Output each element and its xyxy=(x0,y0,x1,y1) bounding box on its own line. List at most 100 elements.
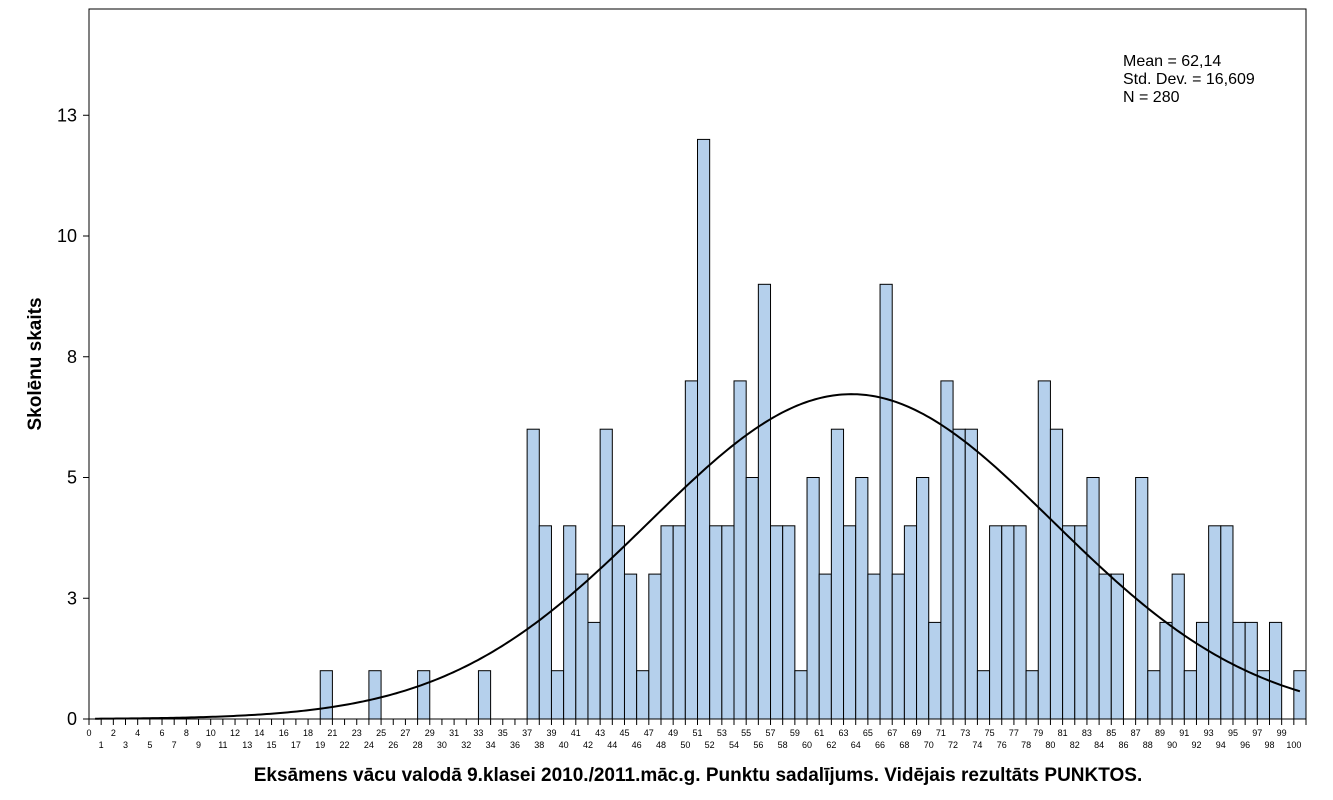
bar-40 xyxy=(563,525,577,720)
x-tick-label: 90 xyxy=(1167,740,1177,750)
bar-59 xyxy=(794,670,808,720)
x-tick-label: 4 xyxy=(135,728,140,738)
bar-45 xyxy=(623,573,638,720)
x-tick-label: 85 xyxy=(1106,728,1116,738)
bar-55 xyxy=(745,477,759,720)
bar-94 xyxy=(1220,525,1234,720)
bar-24 xyxy=(368,670,382,720)
x-tick-label: 45 xyxy=(619,728,629,738)
bar-19 xyxy=(319,670,333,720)
x-tick-label: 56 xyxy=(753,740,763,750)
x-tick-label: 100 xyxy=(1286,740,1301,750)
bar-77 xyxy=(1013,525,1027,720)
bar-62 xyxy=(830,428,845,720)
bar-81 xyxy=(1062,525,1076,720)
x-tick-label: 71 xyxy=(936,728,946,738)
x-tick-label: 36 xyxy=(510,740,520,750)
x-tick-label: 3 xyxy=(123,740,128,750)
x-tick-label: 8 xyxy=(184,728,189,738)
bar-64 xyxy=(855,477,869,720)
x-tick-label: 33 xyxy=(473,728,483,738)
bar-37 xyxy=(526,428,540,720)
x-tick-label: 66 xyxy=(875,740,885,750)
stats-mean: Mean = 62,14 xyxy=(1123,53,1221,70)
x-tick-label: 18 xyxy=(303,728,313,738)
bar-95 xyxy=(1232,621,1246,720)
x-tick-label: 95 xyxy=(1228,728,1238,738)
bar-87 xyxy=(1135,477,1149,720)
bar-68 xyxy=(903,525,918,720)
bar-100 xyxy=(1293,670,1307,720)
x-tick-label: 32 xyxy=(461,740,471,750)
bar-51 xyxy=(697,138,711,720)
x-tick-label: 34 xyxy=(486,740,496,750)
x-tick-label: 50 xyxy=(680,740,690,750)
bar-72 xyxy=(952,428,966,720)
y-tick-label: 3 xyxy=(67,588,77,608)
x-tick-label: 2 xyxy=(111,728,116,738)
bar-78 xyxy=(1025,670,1039,720)
x-tick-label: 35 xyxy=(498,728,508,738)
bar-49 xyxy=(672,525,686,720)
bar-48 xyxy=(660,525,674,720)
x-tick-label: 38 xyxy=(534,740,544,750)
x-tick-label: 75 xyxy=(985,728,995,738)
bar-69 xyxy=(916,477,930,720)
x-tick-label: 7 xyxy=(172,740,177,750)
x-tick-label: 93 xyxy=(1204,728,1214,738)
x-tick-label: 60 xyxy=(802,740,812,750)
bar-33 xyxy=(477,670,492,720)
bar-57 xyxy=(770,525,784,720)
x-tick-label: 97 xyxy=(1252,728,1262,738)
bar-67 xyxy=(891,573,905,720)
x-tick-label: 6 xyxy=(160,728,165,738)
bar-65 xyxy=(867,573,881,720)
bar-39 xyxy=(550,670,565,720)
bar-89 xyxy=(1159,621,1173,720)
normal-curve xyxy=(95,393,1301,720)
bar-66 xyxy=(879,283,893,720)
bar-54 xyxy=(733,380,747,720)
bar-56 xyxy=(757,283,772,720)
y-tick-label: 5 xyxy=(67,468,77,488)
x-tick-label: 1 xyxy=(99,740,104,750)
x-tick-label: 24 xyxy=(364,740,374,750)
bar-28 xyxy=(417,670,431,720)
x-tick-label: 68 xyxy=(899,740,909,750)
x-tick-label: 19 xyxy=(315,740,325,750)
x-tick-label: 64 xyxy=(851,740,861,750)
bar-60 xyxy=(806,477,820,720)
x-tick-label: 62 xyxy=(826,740,836,750)
stats-n: N = 280 xyxy=(1123,89,1180,106)
x-tick-label: 26 xyxy=(388,740,398,750)
x-tick-label: 27 xyxy=(400,728,410,738)
x-tick-label: 51 xyxy=(692,728,702,738)
x-tick-label: 74 xyxy=(972,740,982,750)
x-tick-label: 70 xyxy=(924,740,934,750)
x-tick-label: 80 xyxy=(1045,740,1055,750)
x-tick-label: 28 xyxy=(413,740,423,750)
bar-76 xyxy=(1001,525,1015,720)
x-tick-label: 76 xyxy=(997,740,1007,750)
bar-91 xyxy=(1183,670,1197,720)
bar-85 xyxy=(1110,573,1124,720)
bar-98 xyxy=(1268,621,1283,720)
x-tick-label: 69 xyxy=(912,728,922,738)
x-tick-label: 73 xyxy=(960,728,970,738)
bar-74 xyxy=(976,670,991,720)
x-tick-label: 42 xyxy=(583,740,593,750)
x-tick-label: 96 xyxy=(1240,740,1250,750)
x-tick-label: 49 xyxy=(668,728,678,738)
x-tick-label: 54 xyxy=(729,740,739,750)
x-tick-label: 81 xyxy=(1058,728,1068,738)
bar-63 xyxy=(843,525,857,720)
x-tick-label: 47 xyxy=(644,728,654,738)
bar-75 xyxy=(989,525,1003,720)
y-tick-label: 10 xyxy=(57,226,77,246)
x-tick-label: 12 xyxy=(230,728,240,738)
bar-47 xyxy=(648,573,662,720)
bar-52 xyxy=(709,525,723,720)
x-tick-label: 79 xyxy=(1033,728,1043,738)
x-tick-label: 17 xyxy=(291,740,301,750)
